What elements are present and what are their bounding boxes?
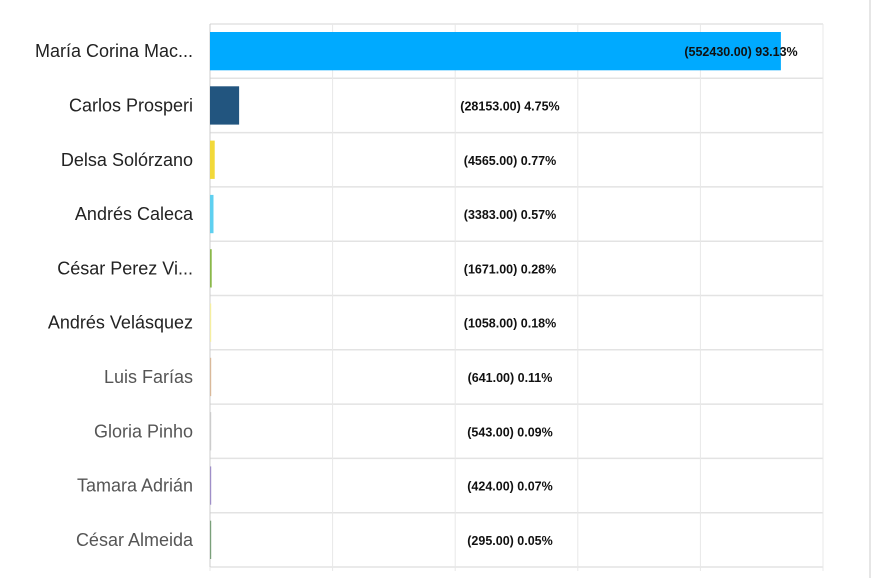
x-tick-label: 40	[446, 576, 464, 578]
bar	[210, 412, 212, 451]
category-label: Gloria Pinho	[94, 421, 193, 441]
bar	[210, 303, 212, 342]
bar	[210, 140, 215, 179]
x-tick-label: 20	[324, 576, 342, 578]
data-label: (4565.00) 0.77%	[464, 154, 556, 168]
bar	[210, 194, 214, 234]
category-label: Luis Farías	[104, 367, 193, 387]
category-label: Delsa Solórzano	[61, 150, 193, 170]
category-label: Tamara Adrián	[77, 476, 193, 496]
bar	[210, 466, 212, 505]
data-label: (424.00) 0.07%	[467, 480, 552, 494]
category-label: César Perez Vi...	[57, 258, 193, 278]
category-label: Andrés Caleca	[75, 204, 194, 224]
category-label: César Almeida	[76, 530, 194, 550]
x-tick-label: 0	[206, 576, 215, 578]
bar	[210, 86, 240, 125]
data-label: (295.00) 0.05%	[467, 534, 552, 548]
data-label: (1671.00) 0.28%	[464, 262, 556, 276]
data-label: (543.00) 0.09%	[467, 425, 552, 439]
x-tick-label: 80	[692, 576, 710, 578]
category-label: Andrés Velásquez	[48, 313, 193, 333]
panel-divider	[869, 0, 871, 578]
category-label: Carlos Prosperi	[69, 95, 193, 115]
data-label: (3383.00) 0.57%	[464, 208, 556, 222]
bar	[210, 32, 781, 71]
data-label: (28153.00) 4.75%	[460, 99, 559, 113]
category-label: María Corina Mac...	[35, 41, 193, 61]
data-label: (1058.00) 0.18%	[464, 317, 556, 331]
data-label: (641.00) 0.11%	[468, 371, 553, 385]
x-tick-label: 60	[569, 576, 587, 578]
x-tick-label: 100	[810, 576, 837, 578]
bar	[210, 520, 212, 559]
bar	[210, 249, 212, 288]
data-label: (552430.00) 93.13%	[684, 45, 797, 59]
bar	[210, 357, 212, 397]
